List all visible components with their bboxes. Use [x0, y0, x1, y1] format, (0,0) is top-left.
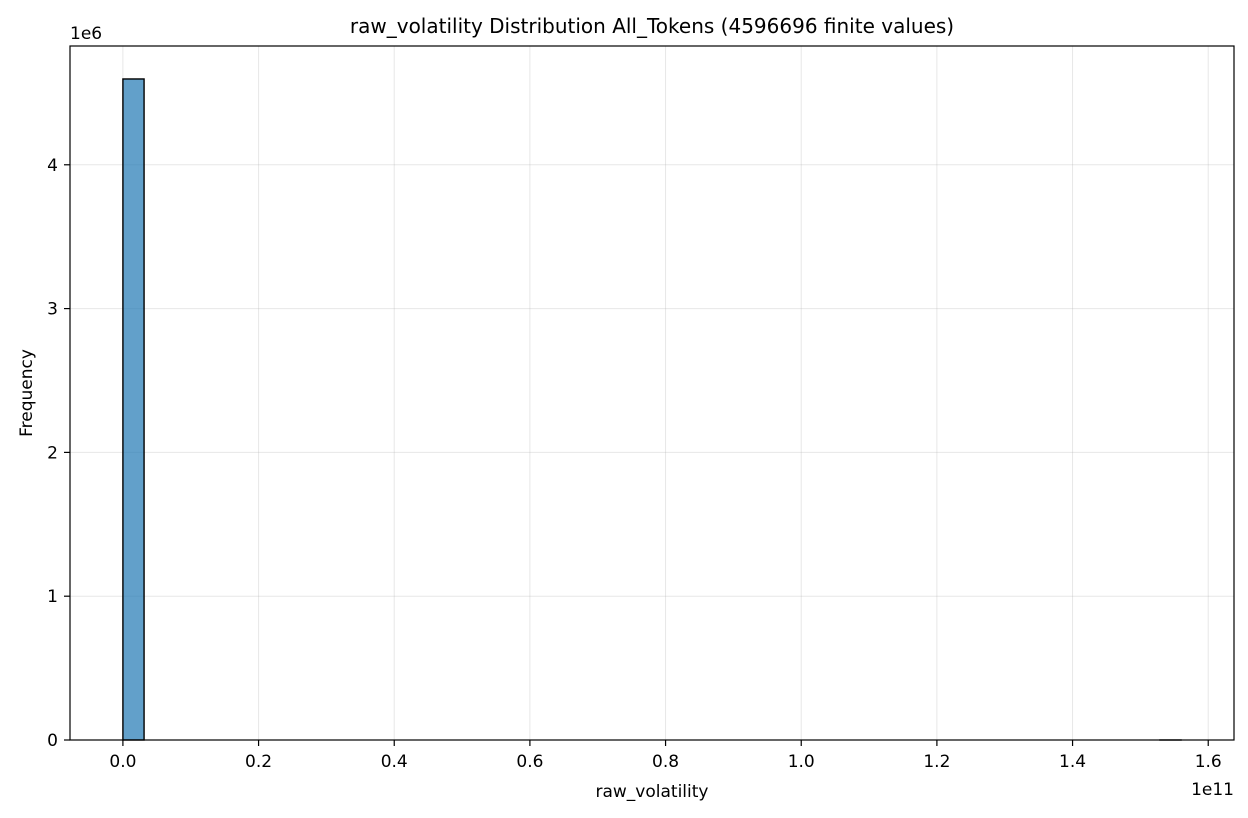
ticks-layer: 0.0 0.2 0.4 0.6 0.8 1.0 1.2 1.4 1.6 0 1 2 3 4	[47, 156, 1222, 772]
y-tick-label-4: 4	[47, 156, 58, 176]
y-tick-label-1: 1	[47, 587, 58, 607]
x-tick-label-1: 0.2	[245, 752, 272, 772]
grid-layer	[70, 46, 1234, 741]
chart-title: raw_volatility Distribution All_Tokens (…	[350, 14, 954, 38]
x-tick-label-8: 1.6	[1195, 752, 1222, 772]
x-tick-label-7: 1.4	[1059, 752, 1086, 772]
y-axis-label: Frequency	[17, 349, 37, 437]
x-axis-label: raw_volatility	[596, 782, 709, 802]
x-tick-label-4: 0.8	[652, 752, 679, 772]
x-offset-label: 1e11	[1191, 780, 1234, 800]
bars-layer	[122, 78, 1182, 741]
x-tick-label-0: 0.0	[109, 752, 136, 772]
plot-frame	[69, 45, 1235, 741]
y-tick-label-0: 0	[47, 731, 58, 751]
histogram-bar-0	[122, 78, 145, 741]
x-tick-label-5: 1.0	[788, 752, 815, 772]
y-tick-label-3: 3	[47, 300, 58, 320]
x-tick-label-3: 0.6	[516, 752, 543, 772]
y-tick-label-2: 2	[47, 443, 58, 463]
y-offset-label: 1e6	[70, 24, 102, 44]
x-tick-label-6: 1.2	[923, 752, 950, 772]
x-tick-label-2: 0.4	[381, 752, 408, 772]
